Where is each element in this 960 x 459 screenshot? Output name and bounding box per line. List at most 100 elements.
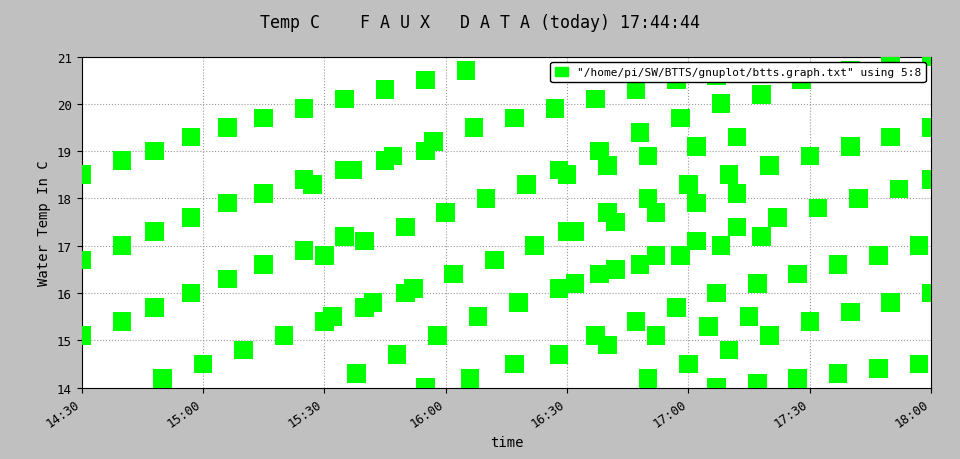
- Point: [750, 280, 765, 288]
- Point: [640, 196, 656, 203]
- Point: [761, 162, 777, 170]
- Point: [195, 361, 210, 368]
- Point: [591, 271, 607, 278]
- Point: [155, 375, 170, 382]
- Point: [588, 332, 603, 340]
- Point: [551, 351, 566, 358]
- Point: [709, 73, 725, 80]
- Point: [883, 134, 899, 141]
- Point: [256, 262, 272, 269]
- Point: [924, 290, 939, 297]
- Point: [507, 115, 522, 123]
- Point: [600, 162, 615, 170]
- Point: [713, 242, 729, 250]
- Point: [640, 153, 656, 160]
- Point: [390, 351, 405, 358]
- Point: [750, 380, 765, 387]
- Point: [397, 290, 413, 297]
- Point: [463, 375, 478, 382]
- Point: [236, 347, 252, 354]
- Point: [843, 68, 858, 75]
- Point: [883, 299, 899, 307]
- Point: [324, 313, 340, 321]
- Point: [560, 172, 575, 179]
- Point: [276, 332, 292, 340]
- Point: [689, 143, 705, 151]
- Point: [446, 271, 462, 278]
- Point: [183, 214, 199, 222]
- Point: [628, 87, 643, 94]
- Point: [220, 275, 235, 283]
- Point: [256, 190, 272, 198]
- Point: [487, 257, 502, 264]
- Point: [668, 304, 684, 311]
- Point: [721, 172, 736, 179]
- Point: [871, 365, 886, 373]
- Point: [701, 323, 716, 330]
- Point: [183, 290, 199, 297]
- Point: [600, 341, 615, 349]
- Point: [803, 318, 818, 325]
- Point: [297, 176, 312, 184]
- Point: [794, 77, 809, 84]
- Point: [851, 196, 866, 203]
- Y-axis label: Water Temp In C: Water Temp In C: [37, 160, 51, 285]
- Point: [337, 167, 352, 174]
- Point: [297, 106, 312, 113]
- Point: [648, 252, 663, 259]
- Point: [803, 153, 818, 160]
- Point: [418, 77, 433, 84]
- Point: [365, 299, 380, 307]
- Point: [633, 129, 648, 137]
- Point: [220, 124, 235, 132]
- Point: [183, 134, 199, 141]
- Point: [114, 242, 130, 250]
- Point: [891, 186, 906, 193]
- Text: Temp C    F A U X   D A T A (today) 17:44:44: Temp C F A U X D A T A (today) 17:44:44: [260, 14, 700, 32]
- Point: [924, 54, 939, 61]
- Point: [709, 384, 725, 392]
- Point: [406, 285, 421, 292]
- Point: [633, 262, 648, 269]
- Point: [337, 96, 352, 104]
- Point: [843, 308, 858, 316]
- Point: [770, 214, 785, 222]
- Point: [507, 361, 522, 368]
- Point: [426, 139, 442, 146]
- Point: [648, 209, 663, 217]
- Point: [673, 252, 688, 259]
- Point: [478, 196, 493, 203]
- Point: [924, 176, 939, 184]
- Point: [681, 181, 696, 189]
- Point: [754, 91, 769, 99]
- Point: [741, 313, 756, 321]
- Point: [790, 271, 805, 278]
- Point: [830, 370, 846, 377]
- Point: [911, 361, 926, 368]
- Point: [721, 347, 736, 354]
- Point: [470, 313, 486, 321]
- Point: [397, 224, 413, 231]
- Point: [567, 280, 583, 288]
- Point: [256, 115, 272, 123]
- X-axis label: time: time: [490, 435, 523, 449]
- Point: [467, 124, 482, 132]
- Point: [304, 181, 320, 189]
- Point: [317, 252, 332, 259]
- Point: [74, 257, 89, 264]
- Point: [147, 304, 162, 311]
- Point: [924, 124, 939, 132]
- Point: [730, 134, 745, 141]
- Point: [418, 384, 433, 392]
- Point: [74, 172, 89, 179]
- Point: [600, 209, 615, 217]
- Point: [337, 233, 352, 241]
- Point: [871, 252, 886, 259]
- Point: [648, 332, 663, 340]
- Point: [357, 238, 372, 245]
- Point: [911, 242, 926, 250]
- Point: [551, 167, 566, 174]
- Point: [810, 205, 826, 212]
- Point: [689, 200, 705, 207]
- Point: [297, 247, 312, 255]
